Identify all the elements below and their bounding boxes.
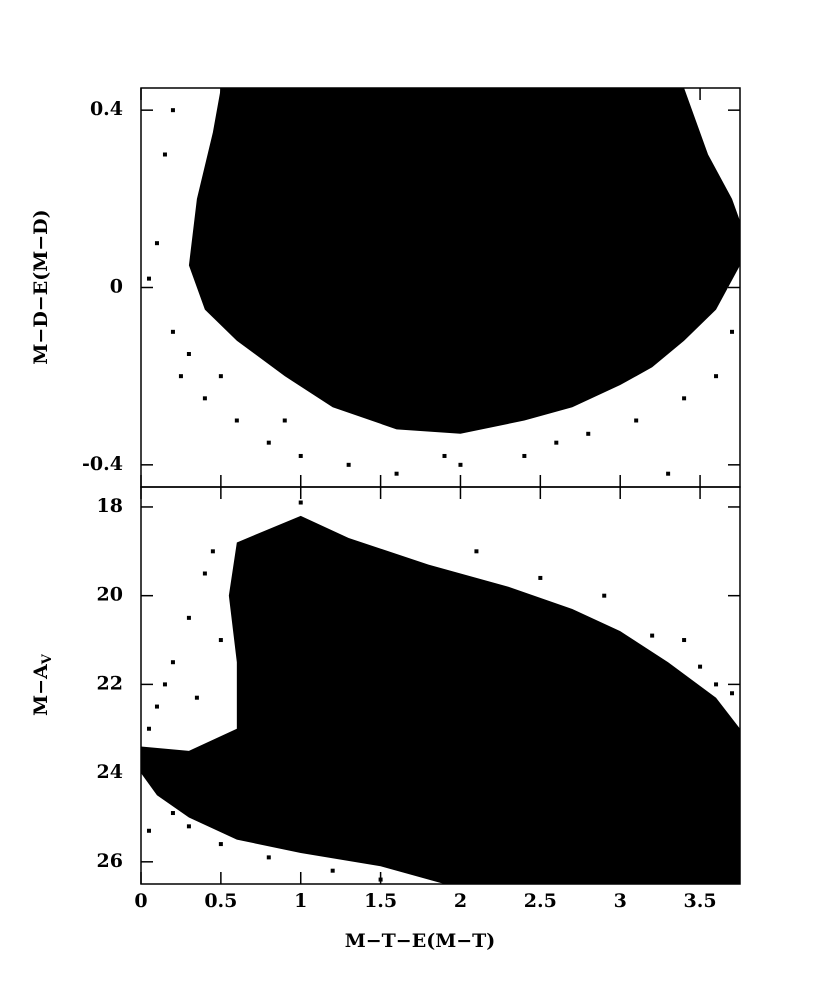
y-tick-label: 26 (97, 850, 123, 872)
y-tick-label: 22 (97, 672, 123, 694)
scatter-point (538, 575, 543, 580)
scatter-point (154, 241, 159, 246)
x-tick-label: 2.5 (524, 890, 557, 912)
scatter-point (266, 440, 271, 445)
scatter-point (202, 396, 207, 401)
x-tick-label: 0.5 (204, 890, 237, 912)
scatter-point (714, 374, 719, 379)
y-axis-label-sub: V (40, 653, 55, 665)
x-tick-label: 0 (134, 890, 147, 912)
scatter-point (154, 704, 159, 709)
scatter-point (178, 374, 183, 379)
y-tick-label: 0 (110, 276, 123, 298)
density-region (188, 88, 741, 434)
scatter-point (698, 664, 703, 669)
scatter-point (162, 682, 167, 687)
y-tick-label: -0.4 (82, 453, 123, 475)
scatter-point (186, 615, 191, 620)
x-tick-label: 3.5 (684, 890, 717, 912)
scatter-point (730, 329, 735, 334)
scatter-point (234, 418, 239, 423)
scatter-point (682, 396, 687, 401)
scatter-point (602, 593, 607, 598)
x-tick-label: 1.5 (364, 890, 397, 912)
scatter-point (330, 868, 335, 873)
scatter-point (650, 633, 655, 638)
scatter-point (682, 638, 687, 643)
x-axis-label: M−T−E(M−T) (345, 930, 496, 952)
scatter-point (146, 276, 151, 281)
y-axis-label-main: M−A (30, 664, 52, 716)
scatter-point (202, 571, 207, 576)
scatter-point (186, 824, 191, 829)
scatter-point (170, 329, 175, 334)
scatter-point (210, 549, 215, 554)
scatter-point (218, 374, 223, 379)
scatter-point (170, 660, 175, 665)
scatter-point (298, 453, 303, 458)
scatter-point (146, 828, 151, 833)
scatter-point (298, 500, 303, 505)
scatter-point (162, 152, 167, 157)
scatter-point (394, 471, 399, 476)
scatter-point (474, 549, 479, 554)
scatter-point (266, 855, 271, 860)
scatter-point (714, 682, 719, 687)
scatter-point (522, 453, 527, 458)
x-tick-label: 3 (614, 890, 627, 912)
y-tick-label: 0.4 (90, 98, 123, 120)
y-tick-label: 24 (97, 761, 123, 783)
scatter-point (554, 440, 559, 445)
scatter-point (666, 471, 671, 476)
density-region (141, 515, 740, 884)
x-tick-label: 1 (294, 890, 307, 912)
y-axis-label: M−AV (30, 653, 55, 716)
scatter-point (186, 352, 191, 356)
scatter-point (170, 108, 175, 113)
y-axis-label: M−D−E(M−D) (30, 209, 52, 364)
scatter-point (634, 418, 639, 423)
scatter-point (170, 811, 175, 816)
plot-frame (140, 486, 741, 885)
scatter-point (730, 691, 735, 696)
scatter-point (442, 453, 447, 458)
scatter-point (458, 462, 463, 467)
scatter-point (586, 431, 591, 436)
scatter-point (194, 695, 199, 700)
scatter-point (218, 638, 223, 643)
scatter-point (218, 842, 223, 847)
scatter-point (346, 462, 351, 467)
y-tick-label: 18 (97, 495, 123, 517)
x-tick-label: 2 (454, 890, 467, 912)
scatter-point (146, 726, 151, 731)
scatter-point (282, 418, 287, 423)
y-tick-label: 20 (97, 584, 123, 606)
